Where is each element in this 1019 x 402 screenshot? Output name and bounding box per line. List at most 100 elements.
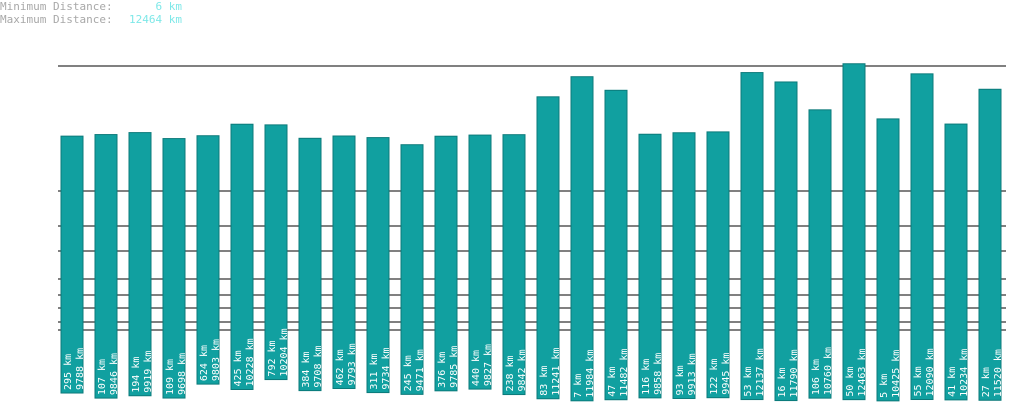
range-bar [910,73,934,401]
range-bar [706,131,730,399]
range-bar-group: 245 km 9471 km [400,144,426,395]
bar-max-label: 10204 km [279,328,290,376]
range-bar-group: 93 km 9913 km [672,132,698,399]
bar-min-label: 107 km [97,359,108,395]
bar-max-label: 9734 km [381,347,392,389]
bar-min-label: 624 km [199,345,210,381]
bar-min-label: 425 km [233,350,244,386]
bar-max-label: 9827 km [483,344,494,386]
bar-min-label: 5 km [879,374,890,398]
range-bar-group: 295 km 9788 km [60,135,86,394]
bar-max-label: 9708 km [313,345,324,387]
bar-max-label: 11984 km [585,350,596,398]
range-bar [502,134,526,396]
range-bar-group: 376 km 9785 km [434,135,460,392]
bar-min-label: 109 km [165,359,176,395]
range-bar-group: 116 km 9858 km [638,133,664,399]
range-bar-group: 53 km 12137 km [740,72,766,401]
bar-max-label: 11482 km [619,349,630,397]
bar-max-label: 12463 km [857,348,868,396]
range-bar-group: 55 km 12090 km [910,73,936,401]
max-distance-value: 12464 km [129,13,182,26]
bar-max-label: 9785 km [449,346,460,388]
bar-max-label: 10425 km [891,350,902,398]
bar-min-label: 792 km [267,340,278,376]
range-bar-group: 83 km 11241 km [536,96,562,400]
bar-min-label: 7 km [573,374,584,398]
range-bar-group: 27 km 11520 km [978,88,1004,401]
bar-max-label: 9846 km [109,353,120,395]
range-bar [740,72,764,401]
bar-min-label: 55 km [913,366,924,396]
bar-max-label: 9945 km [721,353,732,395]
bar-min-label: 47 km [607,367,618,397]
max-distance-row: Maximum Distance: 12464 km [0,13,182,26]
range-bar [60,135,84,394]
range-bar [230,123,254,390]
bar-min-label: 116 km [641,359,652,395]
bar-min-label: 122 km [709,359,720,395]
max-distance-label: Maximum Distance: [0,13,113,26]
bar-max-label: 9913 km [687,353,698,395]
range-bar-group: 122 km 9945 km [706,131,732,399]
range-bar [128,132,152,397]
bar-min-label: 245 km [403,355,414,391]
range-bar-group: 41 km 10234 km [944,123,970,401]
range-bar [400,144,424,395]
range-bar [842,63,866,401]
bar-max-label: 11520 km [993,349,1004,397]
bar-max-label: 9698 km [177,353,188,395]
range-bar [944,123,968,401]
range-bar [536,96,560,400]
range-bar [808,109,832,399]
range-bar-group: 792 km 10204 km [264,124,290,381]
range-bar-group: 238 km 9842 km [502,134,528,396]
bar-max-label: 9788 km [75,348,86,390]
bar-min-label: 106 km [811,359,822,395]
bar-max-label: 10228 km [245,338,256,386]
bar-max-label: 10234 km [959,349,970,397]
range-bar-group: 462 km 9793 km [332,135,358,389]
bar-max-label: 10760 km [823,347,834,395]
range-bar-group: 194 km 9919 km [128,132,154,397]
bar-min-label: 50 km [845,367,856,397]
range-bar-group: 16 km 11790 km [774,81,800,402]
bar-min-label: 376 km [437,352,448,388]
bar-min-label: 462 km [335,349,346,385]
range-bar [468,134,492,390]
bar-max-label: 9803 km [211,339,222,381]
bar-max-label: 9919 km [143,351,154,393]
bar-min-label: 238 km [505,355,516,391]
bar-max-label: 9858 km [653,353,664,395]
range-bar [876,118,900,402]
bar-min-label: 16 km [777,367,788,397]
bar-min-label: 295 km [63,354,74,390]
range-bar-group: 311 km 9734 km [366,137,392,394]
bar-max-label: 11790 km [789,349,800,397]
range-bar [978,88,1002,401]
bar-max-label: 12137 km [755,348,766,396]
bar-min-label: 311 km [369,353,380,389]
range-bar [774,81,798,402]
range-bar-group: 47 km 11482 km [604,89,630,401]
bar-min-label: 440 km [471,350,482,386]
range-bar [434,135,458,392]
range-bar [94,134,118,399]
bar-max-label: 12090 km [925,348,936,396]
range-bar [366,137,390,394]
min-distance-label: Minimum Distance: [0,0,113,13]
range-bar [298,137,322,392]
bar-min-label: 83 km [539,366,550,396]
range-bar [570,76,594,402]
range-bar-group: 5 km 10425 km [876,118,902,402]
range-bar [264,124,288,381]
range-bar-group: 440 km 9827 km [468,134,494,390]
bar-min-label: 194 km [131,357,142,393]
range-bar [672,132,696,399]
bar-min-label: 384 km [301,351,312,387]
min-distance-value: 6 km [155,0,183,13]
range-bar [604,89,628,401]
bar-min-label: 27 km [981,367,992,397]
range-bar-group: 50 km 12463 km [842,63,868,401]
